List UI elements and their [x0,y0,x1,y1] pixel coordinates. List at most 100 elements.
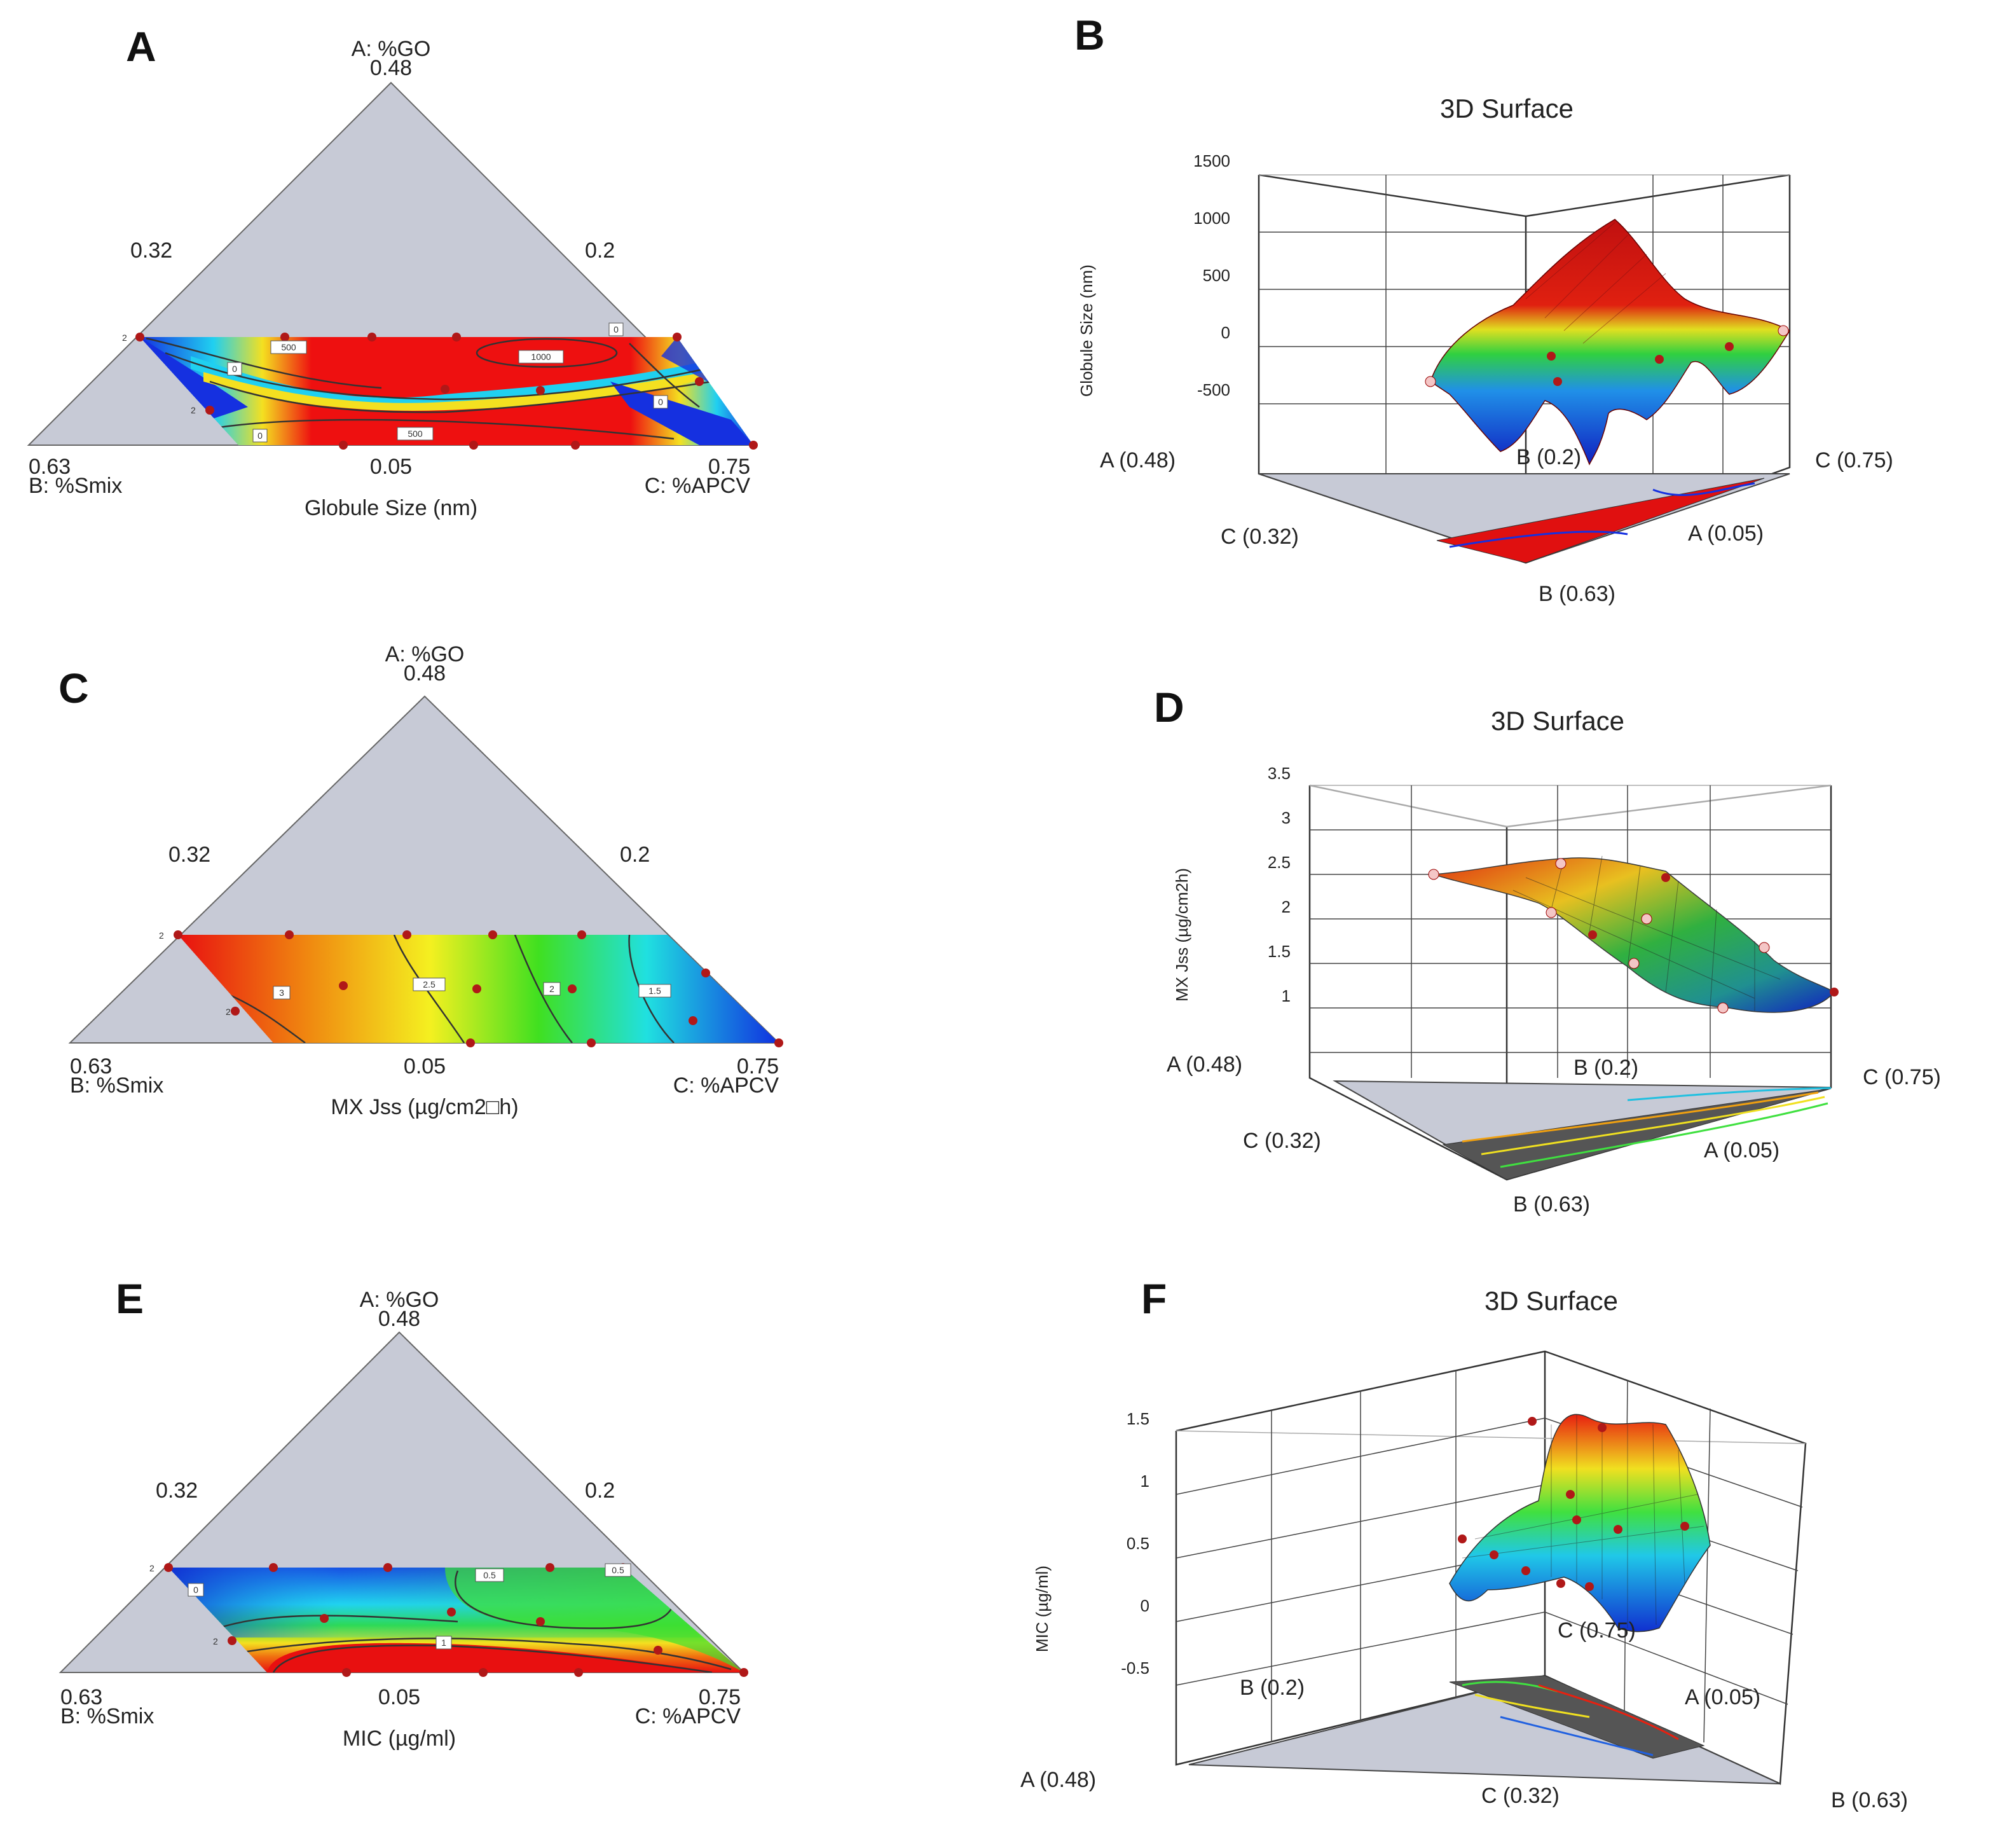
contour-label: 0 [193,1585,198,1595]
design-points [1428,858,1839,1014]
apex-left-name: B: %Smix [70,1073,163,1098]
response-surface [1430,219,1791,465]
corner-label: C (0.75) [1558,1618,1636,1643]
chart-title: 3D Surface [1440,93,1574,123]
contour-lines [209,1568,732,1672]
corner-label: A (0.48) [1020,1768,1096,1792]
apex-left-value: 0.63 [29,455,71,479]
contour-label: 1.5 [648,986,661,996]
corner-label: A (0.05) [1685,1685,1760,1709]
edge-label-left: 0.32 [156,1479,198,1503]
apex-top-name: A: %GO [360,1288,439,1312]
contour-value-labels: 500 1000 0 0 500 0 0 2 2 [122,322,668,443]
contour-label: 500 [408,429,423,439]
design-points [135,333,758,450]
contour-label: 0.5 [483,1570,496,1580]
apex-left-name: B: %Smix [29,474,122,498]
apex-right-name: C: %APCV [645,474,751,498]
apex-top-value: 0.48 [404,661,446,686]
contour-label: 0 [658,397,663,407]
corner-label: C (0.32) [1243,1129,1321,1153]
panel-letter-c: C [58,665,89,712]
z-axis-label: MIC (µg/ml) [1032,1566,1052,1652]
edge-label-bottom: 0.05 [370,455,412,479]
panel-letter-b: B [1074,11,1105,59]
corner-label: B (0.2) [1240,1676,1305,1700]
contour-label: 0 [614,324,619,334]
corner-label: A (0.05) [1688,521,1764,546]
contour-value-labels: 3 2.5 2 1.5 2 2 [159,930,671,1017]
panel-c: C 3 2.5 2 1.5 2 2 [58,642,783,1119]
contour-label: 2 [549,984,554,994]
z-tick: 1.5 [1268,942,1291,961]
apex-right-value: 0.75 [699,1685,741,1709]
replicate-mark: 2 [149,1563,154,1573]
edge-label-bottom: 0.05 [404,1054,446,1079]
corner-label: C (0.75) [1815,448,1893,472]
z-tick-500: 500 [1203,266,1230,285]
z-axis-label: Globule Size (nm) [1077,265,1096,397]
corner-label: A (0.05) [1704,1138,1779,1162]
corner-label: B (0.63) [1513,1192,1590,1217]
floor-contour [1449,1675,1705,1759]
z-tick-1500: 1500 [1193,151,1230,170]
apex-left-name: B: %Smix [60,1704,154,1728]
panel-a: A [27,23,758,520]
replicate-mark: 2 [226,1007,231,1017]
apex-top-value: 0.48 [378,1307,420,1331]
z-tick: 2 [1282,897,1291,916]
design-points [174,930,783,1047]
replicate-mark: 2 [191,405,196,415]
response-surface [1449,1414,1711,1632]
z-axis-ticks: 1500 1000 500 0 -500 [1193,151,1230,399]
corner-label: B (0.2) [1574,1056,1638,1080]
replicate-mark: 2 [213,1636,218,1646]
design-points [164,1563,748,1677]
response-label: Globule Size (nm) [305,496,477,520]
panel-letter-d: D [1154,684,1184,731]
design-points [1425,325,1789,387]
corner-label: C (0.32) [1481,1784,1560,1808]
panel-letter-a: A [126,23,156,70]
edge-label-right: 0.2 [585,1479,615,1503]
contour-label: 2.5 [423,979,435,989]
apex-right-name: C: %APCV [673,1073,779,1098]
apex-top-name: A: %GO [352,37,431,61]
z-axis-ticks: 1.5 1 0.5 0 -0.5 [1121,1409,1149,1678]
contour-label: 3 [279,988,284,998]
panel-letter-f: F [1141,1275,1167,1322]
floor-contour [1442,1088,1832,1180]
panel-e: E 0.5 0 0.5 1 [58,1275,748,1751]
apex-right-value: 0.75 [708,455,750,479]
contour-lines [146,337,713,440]
contour-label: 1 [441,1637,446,1648]
contour-label: 1000 [531,352,551,362]
chart-title: 3D Surface [1485,1286,1618,1316]
floor-triangle [1258,473,1790,564]
replicate-mark: 2 [159,930,164,941]
z-tick: -0.5 [1121,1658,1149,1678]
panel-letter-e: E [116,1275,144,1322]
corner-label: A (0.48) [1167,1052,1242,1077]
response-surface [1433,857,1835,1013]
chart-title: 3D Surface [1491,706,1624,736]
contour-value-labels: 0.5 0 0.5 1 2 2 [149,1563,631,1650]
response-label: MX Jss (µg/cm2□h) [331,1095,518,1119]
z-tick: 3 [1282,808,1291,827]
edge-label-right: 0.2 [585,238,615,263]
z-tick-1000: 1000 [1193,209,1230,228]
edge-label-right: 0.2 [620,843,650,867]
floor-contour [1436,478,1765,563]
apex-right-name: C: %APCV [635,1704,741,1728]
contour-label: 0 [232,364,237,374]
replicate-mark: 2 [122,333,127,343]
grid-lines [1310,785,1831,1078]
corner-label: C (0.32) [1221,525,1299,549]
contour-label: 500 [281,342,296,352]
corner-label: C (0.75) [1863,1065,1941,1089]
z-tick: 0 [1141,1596,1149,1615]
apex-top-value: 0.48 [370,56,412,80]
panel-b: B 3D Surface [1074,11,1893,606]
edge-label-left: 0.32 [130,238,172,263]
